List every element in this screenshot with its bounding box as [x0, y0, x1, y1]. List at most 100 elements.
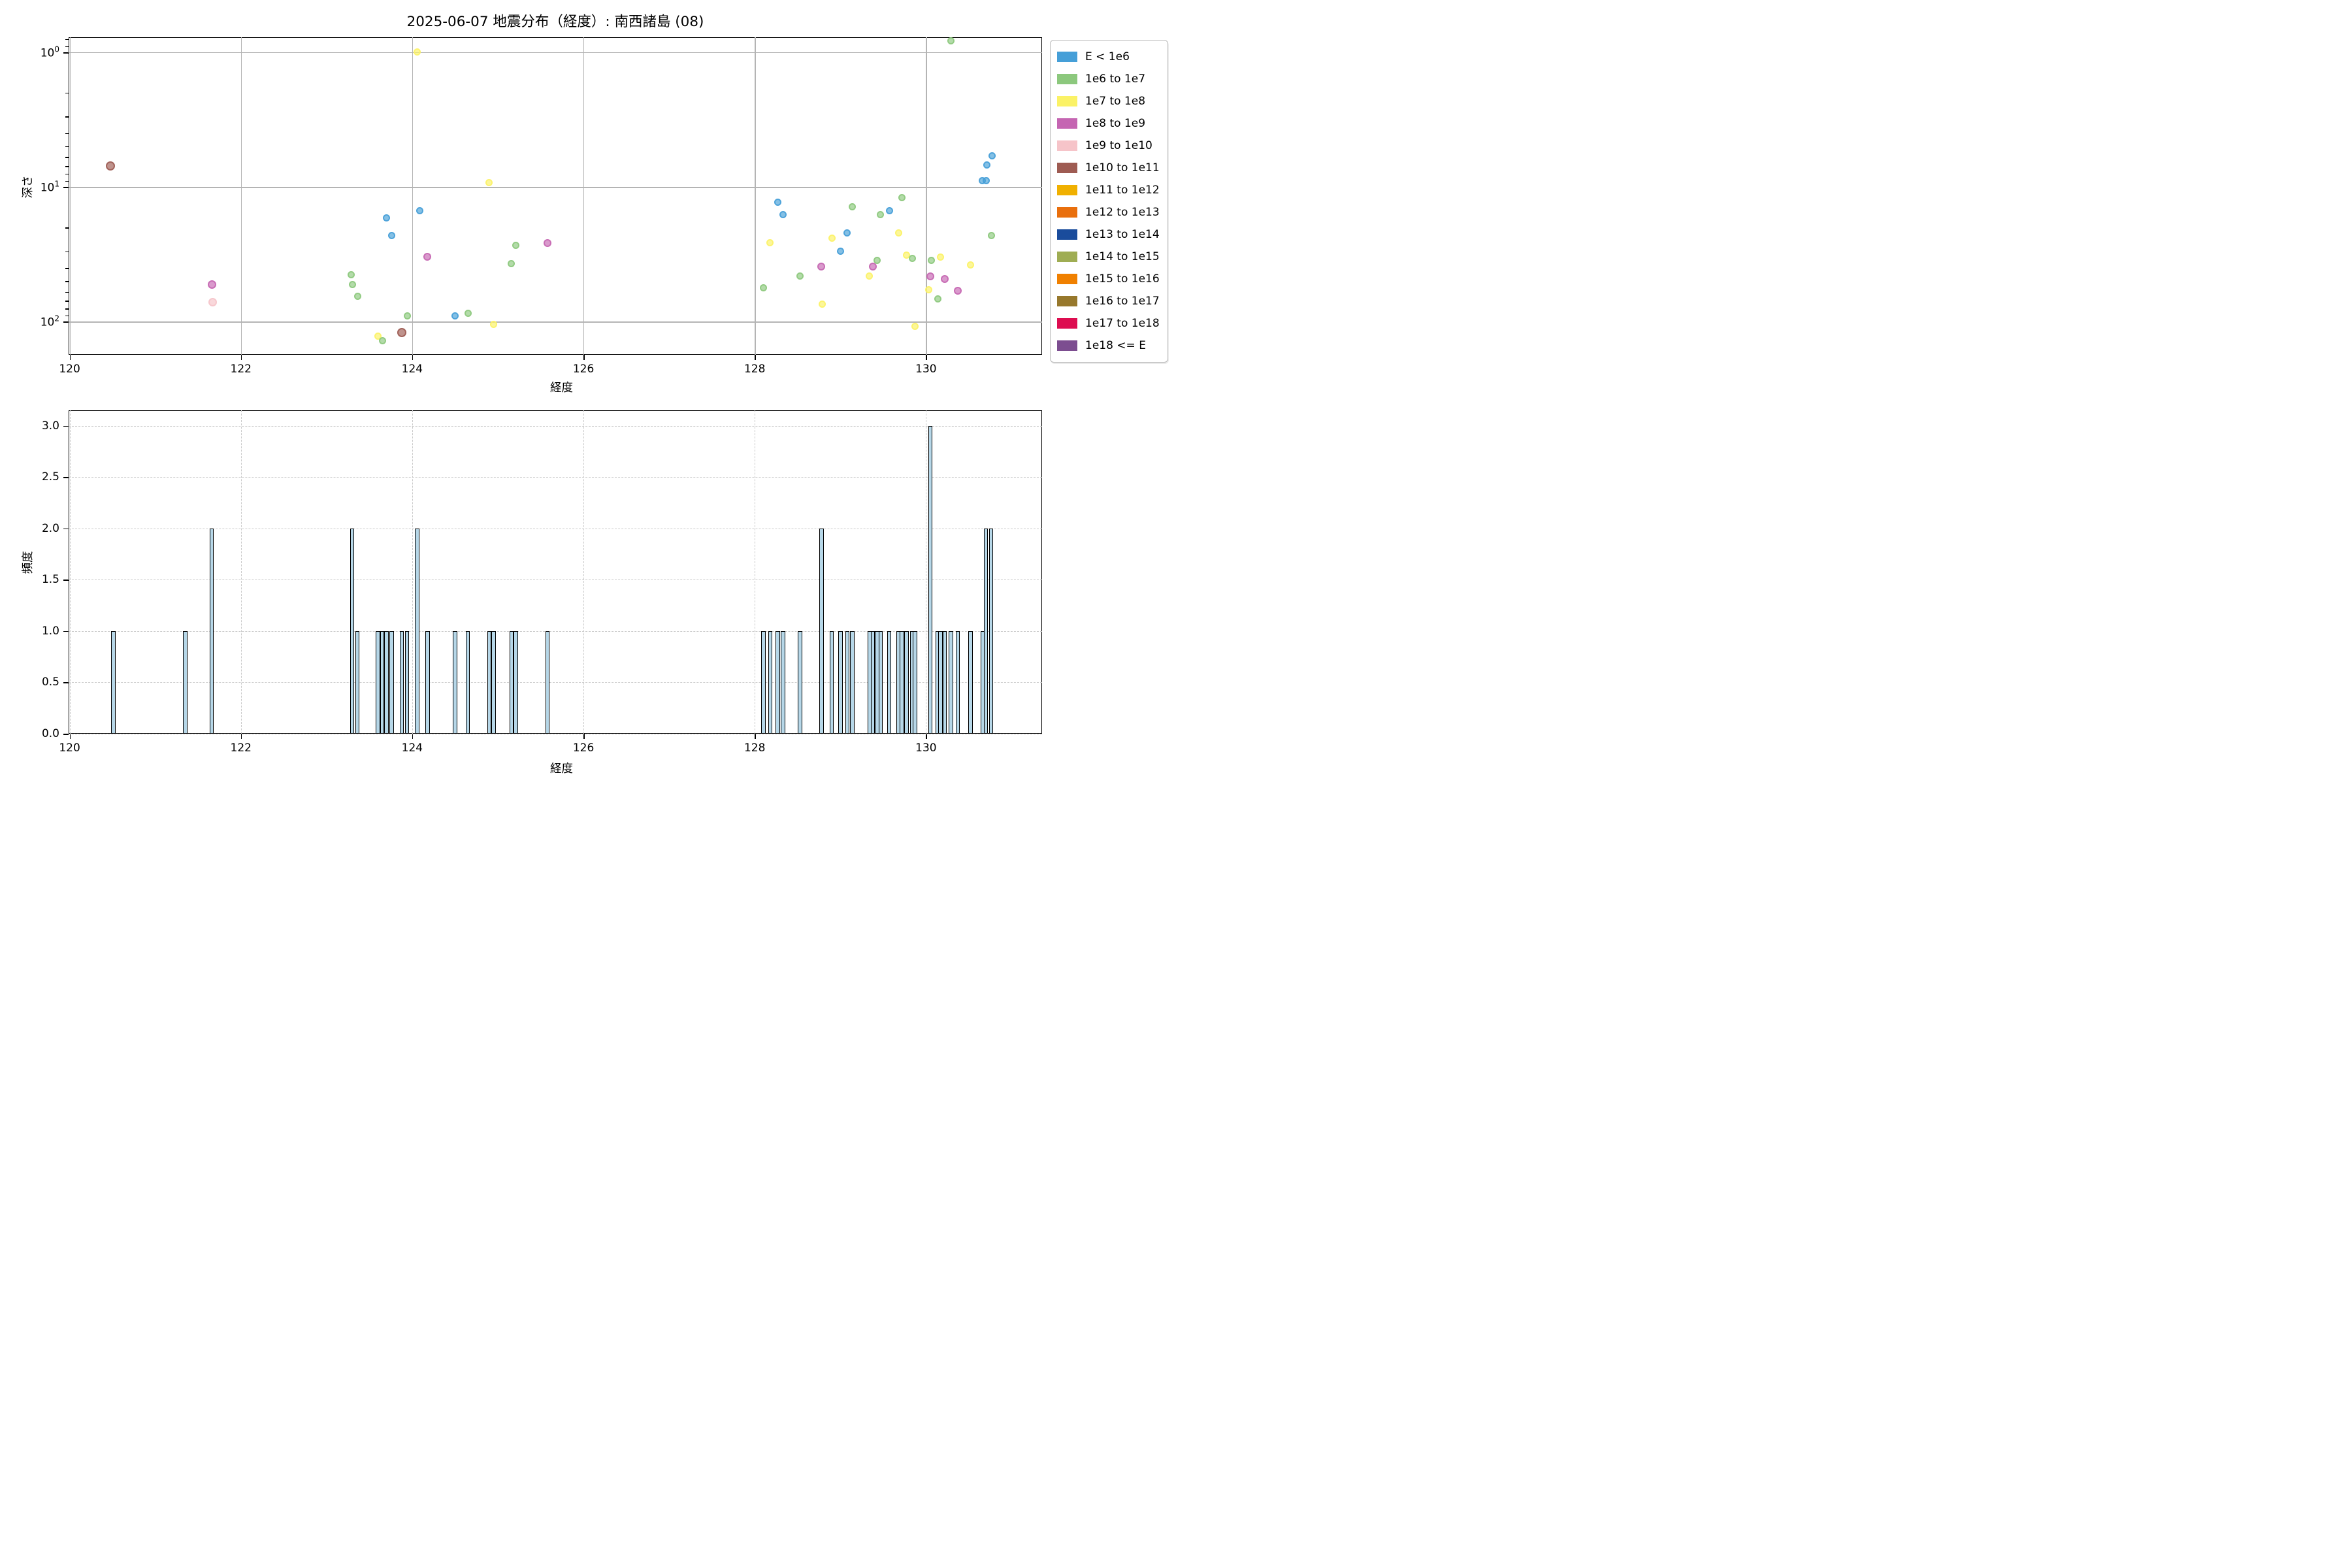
legend-swatch-1e14_15 — [1057, 252, 1077, 262]
scatter-point — [348, 281, 356, 288]
legend-row: 1e10 to 1e11 — [1057, 157, 1160, 179]
histogram-bar — [870, 630, 875, 734]
legend-swatch-1e7_8 — [1057, 96, 1077, 106]
histogram-bar — [415, 528, 420, 734]
scatter-ytick-label: 101 — [40, 179, 59, 195]
scatter-point — [877, 210, 885, 218]
hist-gridline-v — [412, 410, 413, 734]
histogram-bar — [983, 528, 988, 734]
legend-row: 1e11 to 1e12 — [1057, 179, 1160, 201]
scatter-yaxis-title: 深さ — [22, 175, 35, 199]
histogram-bar — [404, 630, 410, 734]
scatter-ytick-minor — [65, 281, 69, 282]
legend-row: 1e18 <= E — [1057, 335, 1160, 357]
scatter-xtick-label: 120 — [59, 363, 80, 376]
hist-ytick-label: 3.0 — [41, 419, 59, 433]
legend-swatch-lt1e6 — [1057, 52, 1077, 62]
scatter-point — [866, 272, 874, 280]
histogram-yaxis-title: 頻度 — [22, 551, 35, 574]
scatter-point — [874, 256, 881, 264]
scatter-ytick-minor — [65, 133, 69, 135]
scatter-xtick-label: 130 — [915, 363, 937, 376]
hist-xtick-label: 124 — [401, 742, 423, 755]
scatter-xtick — [69, 355, 71, 360]
histogram-bar — [768, 630, 773, 734]
hist-xtick — [69, 734, 71, 739]
histogram-bar — [399, 630, 404, 734]
histogram-bar — [491, 630, 496, 734]
scatter-xtick — [583, 355, 585, 360]
hist-xtick — [412, 734, 414, 739]
scatter-point — [766, 239, 774, 247]
scatter-point — [937, 253, 945, 261]
legend-swatch-1e16_17 — [1057, 296, 1077, 306]
scatter-point — [208, 298, 217, 307]
histogram-bar — [968, 630, 973, 734]
scatter-ytick-minor — [65, 146, 69, 148]
hist-xtick-label: 120 — [59, 742, 80, 755]
histogram-bar — [487, 630, 492, 734]
hist-ytick-label: 0.0 — [41, 727, 59, 740]
scatter-point — [941, 274, 949, 283]
scatter-point — [416, 206, 424, 214]
hist-ytick — [63, 630, 69, 632]
histogram-bar — [955, 630, 960, 734]
legend-label: E < 1e6 — [1085, 50, 1130, 63]
scatter-ytick — [63, 321, 69, 323]
legend-box: E < 1e6 1e6 to 1e7 1e7 to 1e8 1e8 to 1e9 1e9… — [1050, 40, 1168, 363]
scatter-point — [423, 253, 432, 261]
legend-row: 1e13 to 1e14 — [1057, 223, 1160, 246]
hist-ytick-label: 2.5 — [41, 470, 59, 484]
histogram-bar — [545, 630, 550, 734]
scatter-xaxis-title: 経度 — [550, 382, 573, 395]
scatter-ytick-minor — [65, 46, 69, 47]
hist-xtick-label: 126 — [572, 742, 595, 755]
scatter-ytick-minor — [65, 291, 69, 293]
scatter-point — [843, 229, 851, 237]
scatter-ytick-label: 102 — [40, 314, 59, 329]
histogram-bar — [776, 630, 780, 734]
scatter-point — [485, 179, 493, 187]
hist-ytick — [63, 425, 69, 427]
histogram-bar — [845, 630, 850, 734]
hist-xtick-label: 122 — [230, 742, 252, 755]
legend-row: 1e8 to 1e9 — [1057, 112, 1160, 135]
hist-ytick-label: 0.5 — [41, 676, 59, 689]
histogram-bar — [380, 630, 385, 734]
hist-ytick — [63, 528, 69, 530]
scatter-point — [885, 206, 893, 214]
legend-label: 1e16 to 1e17 — [1085, 295, 1160, 308]
hist-gridline-h — [69, 477, 1042, 478]
scatter-ytick-minor — [65, 308, 69, 310]
histogram-bar — [819, 528, 824, 734]
histogram-bar — [355, 630, 360, 734]
scatter-point — [387, 232, 395, 240]
scatter-xtick-label: 124 — [401, 363, 423, 376]
scatter-point — [207, 280, 216, 289]
scatter-point — [819, 300, 826, 308]
scatter-point — [383, 214, 391, 222]
scatter-point — [911, 322, 919, 330]
scatter-point — [489, 321, 497, 329]
scatter-xtick — [755, 355, 756, 360]
scatter-point — [348, 271, 355, 279]
scatter-point — [774, 199, 782, 206]
scatter-point — [926, 272, 934, 280]
hist-gridline-h — [69, 425, 1042, 427]
histogram-bar — [913, 630, 917, 734]
hist-gridline-h — [69, 630, 1042, 632]
scatter-point — [982, 177, 990, 185]
scatter-ytick — [63, 187, 69, 188]
legend-label: 1e9 to 1e10 — [1085, 139, 1152, 152]
legend-label: 1e15 to 1e16 — [1085, 272, 1160, 286]
scatter-xtick-label: 122 — [230, 363, 252, 376]
scatter-point — [983, 161, 990, 169]
legend-swatch-1e12_13 — [1057, 207, 1077, 218]
scatter-gridline-v — [69, 37, 71, 355]
legend-row: 1e6 to 1e7 — [1057, 68, 1160, 90]
hist-ytick-label: 2.0 — [41, 521, 59, 535]
scatter-point — [106, 161, 116, 171]
histogram-bar — [900, 630, 904, 734]
scatter-ytick — [63, 52, 69, 54]
legend-swatch-1e15_16 — [1057, 274, 1077, 284]
